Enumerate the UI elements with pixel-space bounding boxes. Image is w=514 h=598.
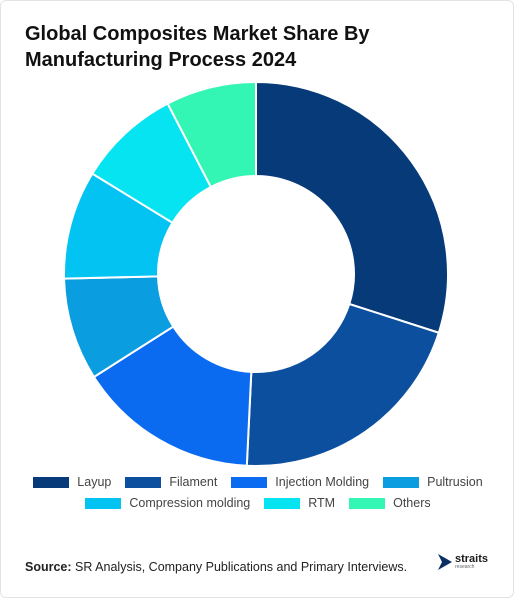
- source-label: Source:: [25, 560, 72, 574]
- legend-swatch: [85, 497, 122, 509]
- straits-research-logo: straits research: [438, 553, 488, 571]
- donut-slice-layup[interactable]: [255, 80, 449, 335]
- legend-label: RTM: [308, 496, 336, 510]
- legend-item-injection-molding[interactable]: Injection Molding: [231, 475, 369, 489]
- legend-swatch: [33, 476, 70, 488]
- legend-item-layup[interactable]: Layup: [33, 475, 111, 489]
- legend-swatch: [349, 497, 386, 509]
- legend-swatch: [383, 476, 420, 488]
- legend-label: Injection Molding: [275, 475, 370, 489]
- legend-item-compression-molding[interactable]: Compression molding: [85, 496, 250, 510]
- legend-label: Others: [393, 496, 431, 510]
- donut-chart: [63, 80, 449, 467]
- donut-slice-filament[interactable]: [245, 302, 441, 467]
- legend-label: Layup: [77, 475, 112, 489]
- legend-item-rtm[interactable]: RTM: [264, 496, 335, 510]
- source-note: Source: SR Analysis, Company Publication…: [25, 560, 407, 574]
- logo-arrow-icon: [438, 554, 452, 570]
- logo-wordmark: straits: [455, 553, 489, 565]
- donut-slice-others[interactable]: [166, 80, 257, 189]
- source-text: SR Analysis, Company Publications and Pr…: [75, 560, 408, 574]
- legend-swatch: [231, 476, 268, 488]
- legend-label: Compression molding: [129, 496, 251, 510]
- legend-label: Filament: [169, 475, 218, 489]
- legend-label: Pultrusion: [427, 475, 483, 489]
- chart-legend: Layup Filament Injection Molding Pultrusion…: [25, 475, 491, 510]
- legend-item-pultrusion[interactable]: Pultrusion: [383, 475, 483, 489]
- chart-title: Global Composites Market Share By Manufa…: [25, 23, 370, 71]
- legend-item-others[interactable]: Others: [349, 496, 431, 510]
- logo-subtext: research: [455, 564, 475, 570]
- legend-swatch: [264, 497, 301, 509]
- legend-swatch: [125, 476, 162, 488]
- legend-item-filament[interactable]: Filament: [125, 475, 217, 489]
